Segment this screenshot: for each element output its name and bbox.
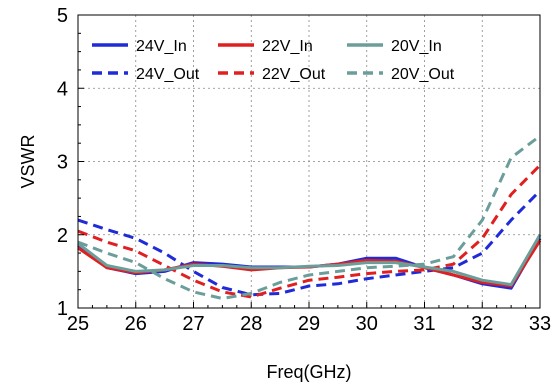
x-tick-label: 31: [413, 313, 435, 335]
x-tick-label: 25: [67, 313, 89, 335]
legend-label: 24V_In: [136, 38, 187, 55]
x-tick-label: 33: [529, 313, 551, 335]
tick-labels: 25 26 27 28 29 30 31 32 33 1 2 3 4 5: [57, 5, 551, 335]
series-line-22v-out: [77, 164, 542, 299]
grid: [77, 14, 541, 309]
x-tick-label: 30: [356, 313, 378, 335]
y-tick-label: 4: [57, 78, 68, 100]
legend-label: 24V_Out: [136, 66, 200, 83]
y-tick-label: 2: [57, 225, 68, 247]
x-tick-label: 26: [125, 313, 147, 335]
series-lines: [77, 134, 542, 300]
legend-label: 22V_Out: [262, 66, 326, 83]
legend: 24V_In 22V_In 20V_In 24V_Out 22V_Out 20V_Out: [92, 38, 455, 83]
x-axis-title: Freq(GHz): [267, 362, 352, 382]
x-tick-label: 28: [240, 313, 262, 335]
x-tick-label: 32: [471, 313, 493, 335]
legend-label: 20V_In: [391, 38, 442, 55]
y-axis-title: VSWR: [18, 134, 38, 188]
y-tick-label: 1: [57, 298, 68, 320]
legend-label: 20V_Out: [391, 66, 455, 83]
y-tick-label: 3: [57, 152, 68, 174]
y-tick-label: 5: [57, 5, 68, 27]
series-line-20v-out: [77, 134, 541, 300]
x-tick-label: 27: [182, 313, 204, 335]
legend-label: 22V_In: [262, 38, 313, 55]
series-line-24v-out: [77, 189, 542, 297]
series-line-20v-in: [77, 234, 542, 287]
x-tick-label: 29: [298, 313, 320, 335]
